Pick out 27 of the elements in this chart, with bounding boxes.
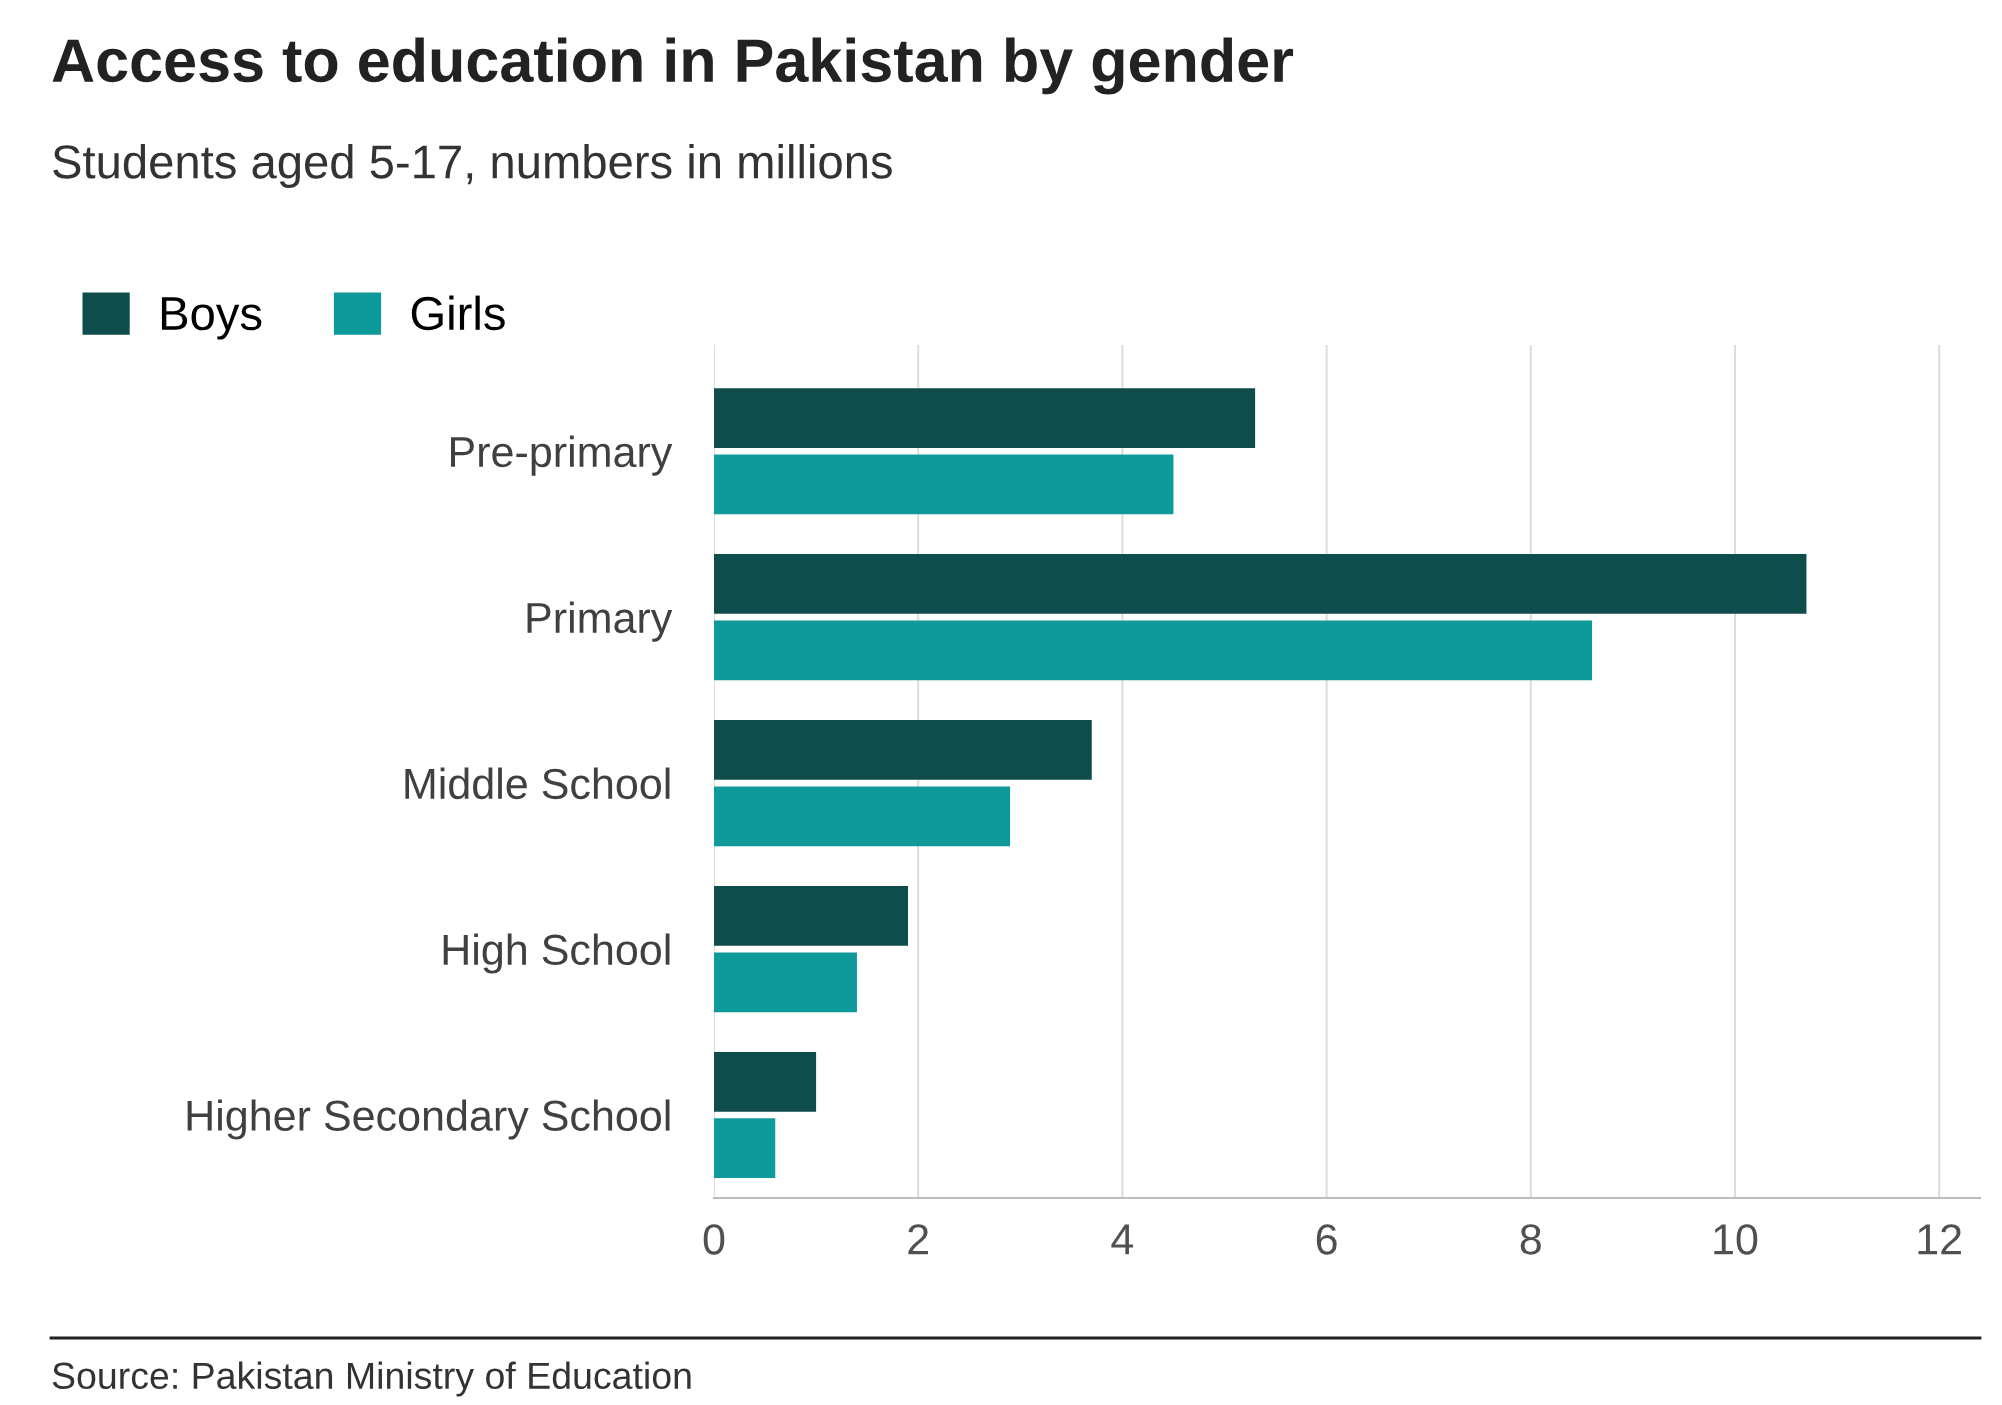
- bar: [714, 454, 1174, 515]
- bar: [714, 388, 1256, 448]
- x-tick-label: 0: [703, 1224, 725, 1255]
- legend-label: Girls: [411, 295, 505, 331]
- y-tick-label: Pre-primary: [451, 435, 673, 476]
- x-tick-label: 10: [1714, 1224, 1758, 1255]
- x-tick-label: 6: [1316, 1224, 1337, 1255]
- legend-label: Boys: [161, 297, 262, 340]
- chart-title: Access to education in Pakistan by gender: [52, 37, 1294, 95]
- source-note: Source: Pakistan Ministry of Education: [52, 1361, 691, 1397]
- bar: [714, 720, 1092, 780]
- x-tick-label: 2: [908, 1224, 929, 1255]
- bar: [714, 554, 1807, 614]
- x-tick-label: 8: [1520, 1224, 1541, 1255]
- bar: [714, 886, 908, 946]
- y-tick-label: Middle School: [405, 767, 670, 800]
- chart-subtitle: Students aged 5-17, numbers in millions: [53, 143, 892, 189]
- x-tick-label: 12: [1918, 1224, 1961, 1255]
- y-tick-label: High School: [443, 933, 670, 974]
- y-tick-label: Primary: [527, 601, 673, 642]
- bar: [714, 1118, 776, 1179]
- x-tick-label: 4: [1111, 1224, 1134, 1255]
- bar: [714, 1051, 817, 1112]
- y-tick-label: Higher Secondary School: [187, 1099, 670, 1140]
- bar: [714, 786, 1011, 847]
- bar: [714, 952, 857, 1013]
- bar: [714, 620, 1593, 681]
